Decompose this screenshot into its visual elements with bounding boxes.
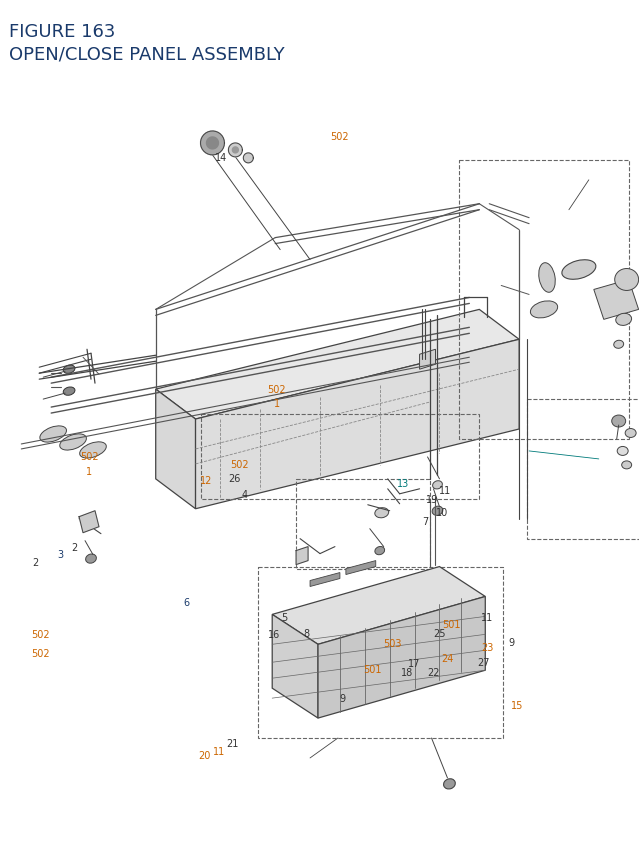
Text: 2: 2 — [33, 558, 39, 567]
Text: 10: 10 — [436, 508, 449, 517]
Text: 3: 3 — [57, 549, 63, 559]
Ellipse shape — [531, 301, 557, 319]
Text: 15: 15 — [511, 700, 524, 710]
Polygon shape — [156, 390, 196, 509]
Polygon shape — [232, 148, 238, 154]
Ellipse shape — [79, 443, 106, 459]
Text: 21: 21 — [226, 738, 238, 748]
Text: 2: 2 — [71, 542, 77, 552]
Polygon shape — [420, 350, 435, 369]
Text: 502: 502 — [31, 629, 50, 640]
Text: 18: 18 — [401, 667, 413, 678]
Ellipse shape — [433, 481, 442, 489]
Ellipse shape — [617, 447, 628, 455]
Ellipse shape — [63, 366, 75, 374]
Text: 6: 6 — [183, 598, 189, 607]
Text: 502: 502 — [80, 451, 99, 461]
Text: 503: 503 — [383, 638, 402, 648]
Text: 17: 17 — [408, 658, 420, 668]
Text: 502: 502 — [230, 460, 249, 470]
Text: 27: 27 — [477, 657, 490, 667]
Text: 11: 11 — [481, 612, 493, 623]
Ellipse shape — [63, 387, 75, 396]
Text: 20: 20 — [198, 750, 210, 760]
Text: 501: 501 — [363, 664, 381, 674]
Polygon shape — [296, 547, 308, 565]
Text: 11: 11 — [439, 486, 451, 496]
Text: FIGURE 163: FIGURE 163 — [10, 23, 116, 41]
Text: 5: 5 — [281, 612, 287, 623]
Text: 14: 14 — [214, 152, 227, 163]
Text: 24: 24 — [441, 653, 454, 663]
Text: 7: 7 — [422, 517, 429, 526]
Ellipse shape — [444, 779, 455, 789]
Polygon shape — [310, 573, 340, 587]
Text: 19: 19 — [426, 494, 438, 505]
Polygon shape — [196, 340, 519, 509]
Ellipse shape — [86, 554, 97, 564]
Ellipse shape — [432, 506, 443, 516]
Text: 16: 16 — [268, 629, 280, 640]
Ellipse shape — [616, 314, 632, 326]
Polygon shape — [272, 567, 485, 645]
Polygon shape — [200, 132, 225, 156]
Polygon shape — [156, 310, 519, 419]
Text: 502: 502 — [330, 132, 348, 142]
Ellipse shape — [614, 269, 639, 291]
Polygon shape — [79, 511, 99, 533]
Polygon shape — [272, 615, 318, 718]
Polygon shape — [243, 154, 253, 164]
Text: 8: 8 — [303, 628, 309, 638]
Text: 9: 9 — [339, 693, 346, 703]
Text: 9: 9 — [508, 637, 514, 647]
Ellipse shape — [375, 508, 388, 518]
Ellipse shape — [614, 341, 623, 349]
Ellipse shape — [612, 416, 626, 428]
Text: 23: 23 — [481, 642, 493, 653]
Text: 502: 502 — [268, 384, 286, 394]
Text: 501: 501 — [442, 619, 461, 629]
Text: 26: 26 — [228, 474, 241, 484]
Ellipse shape — [562, 260, 596, 280]
Polygon shape — [346, 561, 376, 575]
Text: 25: 25 — [433, 628, 446, 638]
Text: 502: 502 — [31, 648, 50, 659]
Polygon shape — [207, 138, 218, 150]
Ellipse shape — [40, 426, 67, 443]
Polygon shape — [594, 280, 639, 320]
Ellipse shape — [621, 461, 632, 469]
Text: 11: 11 — [213, 746, 225, 757]
Text: 1: 1 — [86, 467, 92, 477]
Ellipse shape — [625, 429, 636, 438]
Text: 13: 13 — [397, 479, 409, 489]
Ellipse shape — [539, 263, 556, 293]
Text: 1: 1 — [274, 398, 280, 408]
Text: OPEN/CLOSE PANEL ASSEMBLY: OPEN/CLOSE PANEL ASSEMBLY — [10, 45, 285, 63]
Text: 12: 12 — [200, 475, 212, 486]
Ellipse shape — [375, 547, 385, 555]
Polygon shape — [318, 597, 485, 718]
Polygon shape — [228, 144, 243, 158]
Text: 22: 22 — [427, 667, 440, 678]
Text: 4: 4 — [242, 489, 248, 499]
Ellipse shape — [60, 434, 86, 450]
